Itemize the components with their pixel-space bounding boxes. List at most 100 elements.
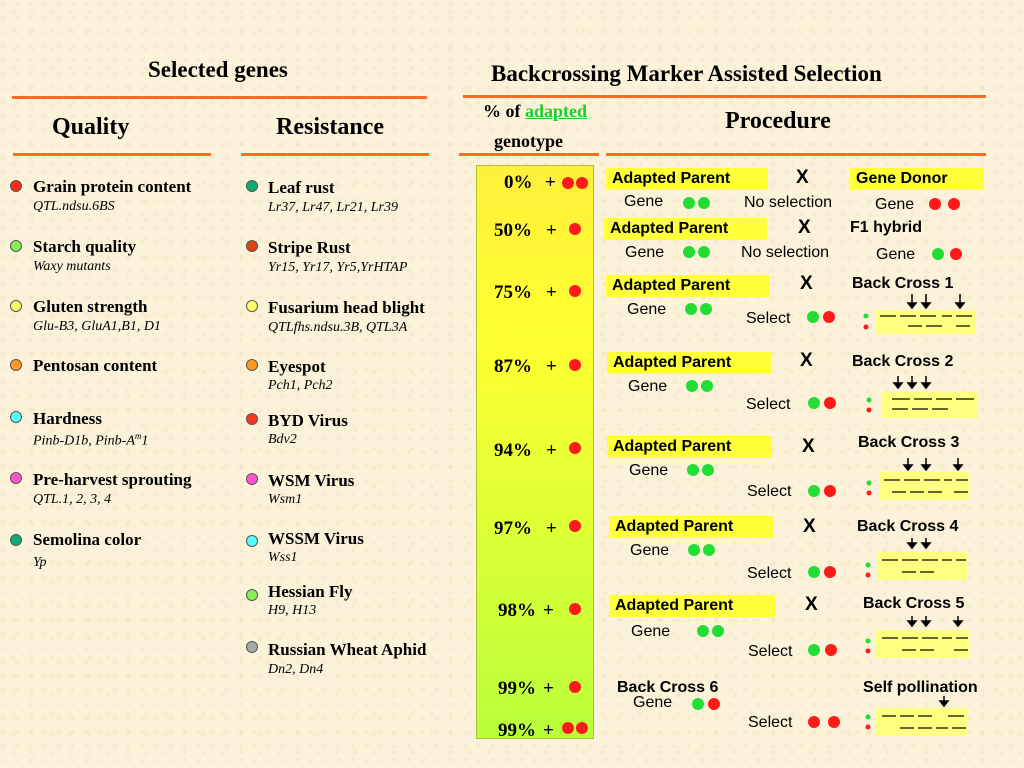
quality-item-detail: Yp <box>33 555 47 570</box>
chromosome-svg <box>866 458 970 500</box>
chromosome-svg <box>866 376 978 418</box>
percent-value: 98% <box>498 600 536 621</box>
chromosome-diagram-bc3 <box>862 458 980 502</box>
allele-dot-red <box>569 681 581 693</box>
allele-dot-green <box>685 303 697 315</box>
gene-label: Gene <box>628 378 668 395</box>
percent-plus: + <box>543 678 554 699</box>
resistance-item-detail: Lr37, Lr47, Lr21, Lr39 <box>268 200 398 215</box>
resistance-item-name: Fusarium head blight <box>268 298 425 317</box>
allele-dot-red <box>824 485 836 497</box>
allele-dot-green <box>808 397 820 409</box>
rule-right-top <box>463 95 986 98</box>
rule-pct <box>459 153 599 156</box>
percent-value: 87% <box>494 356 532 377</box>
quality-item-detail: Glu-B3, GluA1,B1, D1 <box>33 319 161 334</box>
cross-symbol: X <box>800 350 813 371</box>
percent-plus: + <box>546 220 557 241</box>
adapted-parent-tag: Adapted Parent <box>607 352 771 374</box>
select-label: Select <box>746 396 791 413</box>
percent-plus: + <box>543 720 554 741</box>
resistance-item-name: Stripe Rust <box>268 238 351 257</box>
chromosome-diagram-bc2 <box>862 376 980 420</box>
chromosome-diagram-bc4 <box>862 538 980 582</box>
resistance-item-detail: Yr15, Yr17, Yr5,YrHTAP <box>268 260 408 275</box>
gene-label: Gene <box>629 462 669 479</box>
resistance-bullet <box>246 589 258 601</box>
allele-dot-red <box>569 223 581 235</box>
resistance-bullet <box>246 359 258 371</box>
quality-bullet <box>10 472 22 484</box>
percent-value: 99% <box>498 678 536 699</box>
allele-dot-green <box>692 698 704 710</box>
chromosome-diagram-bc1 <box>860 294 978 334</box>
adapted-parent-tag: Adapted Parent <box>606 168 768 190</box>
allele-dot-green <box>683 246 695 258</box>
back-cross-2-label: Back Cross 2 <box>852 353 954 370</box>
quality-bullet <box>10 411 22 423</box>
allele-dot-green <box>712 625 724 637</box>
resistance-item-detail: Dn2, Dn4 <box>268 662 324 677</box>
pct-of-label: % of <box>483 101 521 121</box>
allele-dot-green <box>807 311 819 323</box>
resistance-item-detail: Pch1, Pch2 <box>268 378 333 393</box>
chromosome-diagram-bc5 <box>860 616 978 660</box>
cross-symbol: X <box>796 167 809 188</box>
allele-dot-red <box>828 716 840 728</box>
resistance-item-detail: Wsm1 <box>268 492 303 507</box>
select-label: Select <box>748 643 793 660</box>
gene-label: Gene <box>625 244 665 261</box>
cross-symbol: X <box>802 436 815 457</box>
allele-dot-red <box>823 311 835 323</box>
gene-label: Gene <box>876 246 916 263</box>
gene-label: Gene <box>624 193 664 210</box>
percent-value: 97% <box>494 518 532 539</box>
quality-item-name: Pre-harvest sprouting <box>33 470 192 489</box>
allele-dot-red <box>569 603 581 615</box>
allele-dot-red <box>562 177 574 189</box>
rule-quality <box>13 153 211 156</box>
quality-item-name: Pentosan content <box>33 356 158 375</box>
allele-dot-green <box>808 566 820 578</box>
resistance-item-detail: Wss1 <box>268 550 298 565</box>
allele-dot-green <box>688 544 700 556</box>
resistance-bullet <box>246 240 258 252</box>
allele-dot-green <box>808 485 820 497</box>
cross-symbol: X <box>805 594 818 615</box>
percent-value: 0% <box>504 172 533 193</box>
allele-dot-red <box>825 644 837 656</box>
allele-dot-red <box>569 520 581 532</box>
pct-adapted-label: adapted <box>525 101 588 121</box>
percent-plus: + <box>543 600 554 621</box>
percent-plus: + <box>545 172 556 193</box>
resistance-item-detail: Bdv2 <box>268 432 297 447</box>
selected-genes-title: Selected genes <box>148 57 288 82</box>
adapted-parent-tag: Adapted Parent <box>609 595 775 617</box>
allele-dot-red <box>929 198 941 210</box>
percent-value: 94% <box>494 440 532 461</box>
percent-plus: + <box>546 440 557 461</box>
percent-value: 50% <box>494 220 532 241</box>
allele-dot-green <box>687 464 699 476</box>
cross-symbol: X <box>798 217 811 238</box>
allele-dot-green <box>686 380 698 392</box>
quality-item-name: Starch quality <box>33 237 137 256</box>
hardness-detail-sup: m <box>134 431 142 441</box>
back-cross-6-label: Back Cross 6 <box>617 679 719 696</box>
allele-dot-green <box>683 197 695 209</box>
cross-symbol: X <box>803 516 816 537</box>
allele-dot-green <box>932 248 944 260</box>
quality-bullet <box>10 534 22 546</box>
rule-left-top <box>12 96 427 99</box>
allele-dot-green <box>697 625 709 637</box>
gene-label: Gene <box>627 301 667 318</box>
resistance-item-name: WSM Virus <box>268 471 355 490</box>
chromosome-svg <box>865 538 968 580</box>
resistance-item-name: Russian Wheat Aphid <box>268 640 427 659</box>
adapted-parent-tag: Adapted Parent <box>607 436 772 458</box>
allele-dot-red <box>562 722 574 734</box>
allele-dot-red <box>576 722 588 734</box>
quality-item-detail: QTL.ndsu.6BS <box>33 199 115 214</box>
backcrossing-title: Backcrossing Marker Assisted Selection <box>491 61 882 86</box>
cross-symbol: X <box>800 273 813 294</box>
